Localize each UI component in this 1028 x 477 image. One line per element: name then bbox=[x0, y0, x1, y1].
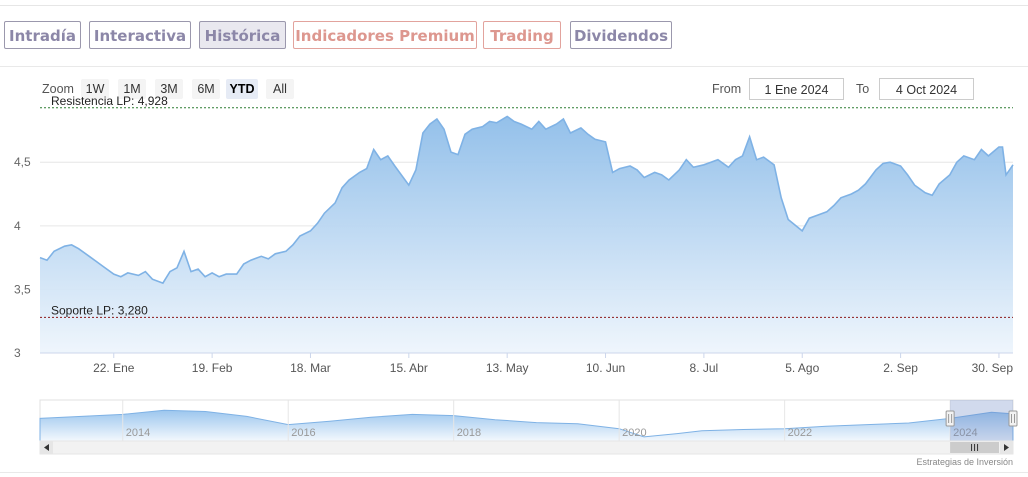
to-label: To bbox=[856, 82, 870, 96]
x-tick-label: 5. Ago bbox=[785, 361, 819, 375]
x-tick-label: 13. May bbox=[486, 361, 529, 375]
tab-interactiva[interactable]: Interactiva bbox=[89, 21, 191, 49]
zoom-button-all[interactable]: All bbox=[266, 79, 294, 99]
zoom-label: Zoom bbox=[42, 82, 74, 96]
scrollbar-grip-icon bbox=[971, 444, 979, 451]
x-tick-label: 22. Ene bbox=[93, 361, 135, 375]
zoom-button-ytd[interactable]: YTD bbox=[226, 79, 258, 99]
x-tick-label: 10. Jun bbox=[586, 361, 625, 375]
tab-dividendos[interactable]: Dividendos bbox=[570, 21, 672, 49]
zoom-button-6m[interactable]: 6M bbox=[192, 79, 220, 99]
x-tick-label: 18. Mar bbox=[290, 361, 331, 375]
navigator-handle-left[interactable] bbox=[945, 410, 955, 427]
y-tick-label: 4 bbox=[14, 219, 21, 233]
from-label: From bbox=[712, 82, 742, 96]
x-tick-label: 15. Abr bbox=[390, 361, 428, 375]
navigator-selection[interactable] bbox=[950, 400, 1013, 441]
navigator-year-label: 2016 bbox=[291, 427, 315, 439]
zoom-button-1m[interactable]: 1M bbox=[118, 79, 146, 99]
scrollbar-left-arrow-icon bbox=[44, 444, 49, 451]
price-area bbox=[40, 116, 1013, 354]
annotations: Resistencia LP: 4,928 Soporte LP: 3,280 bbox=[40, 94, 1013, 318]
tab-historica[interactable]: Histórica bbox=[199, 21, 286, 49]
x-tick-label: 8. Jul bbox=[690, 361, 719, 375]
navigator-scrollbar[interactable] bbox=[39, 440, 1014, 455]
tab-indicadores-premium[interactable]: Indicadores Premium bbox=[293, 21, 477, 49]
tab-intradia[interactable]: Intradía bbox=[4, 21, 81, 49]
x-tick-label: 30. Sep bbox=[972, 361, 1014, 375]
chart-frame bbox=[0, 66, 1028, 473]
navigator-handle-right[interactable] bbox=[1008, 410, 1018, 427]
navigator-year-labels: 2014 2016 2018 2020 2022 2024 bbox=[122, 400, 978, 441]
y-tick-label: 3,5 bbox=[14, 282, 31, 296]
zoom-button-3m[interactable]: 3M bbox=[155, 79, 183, 99]
y-tick-label: 3 bbox=[14, 346, 21, 360]
navigator-handle-body[interactable] bbox=[945, 410, 955, 427]
navigator-year-label: 2024 bbox=[953, 427, 977, 439]
support-label: Soporte LP: 3,280 bbox=[51, 303, 148, 317]
x-axis-ticks: 22. Ene 19. Feb 18. Mar 15. Abr 13. May 10. J… bbox=[93, 353, 1013, 375]
navigator-year-label: 2014 bbox=[126, 427, 150, 439]
y-tick-label: 4,5 bbox=[14, 155, 31, 169]
navigator-year-label: 2018 bbox=[457, 427, 481, 439]
navigator-year-label: 2022 bbox=[788, 427, 812, 439]
x-tick-label: 2. Sep bbox=[883, 361, 918, 375]
navigator-year-label: 2020 bbox=[622, 427, 646, 439]
from-date-input[interactable]: 1 Ene 2024 bbox=[749, 78, 844, 100]
x-tick-label: 19. Feb bbox=[192, 361, 233, 375]
chart-credit: Estrategias de Inversión bbox=[916, 457, 1013, 467]
scrollbar-track[interactable] bbox=[39, 440, 1014, 455]
navigator-handle-body[interactable] bbox=[1008, 410, 1018, 427]
resistance-label: Resistencia LP: 4,928 bbox=[51, 94, 168, 108]
y-axis-ticks: 3 3,5 4 4,5 bbox=[14, 155, 31, 360]
scrollbar-right-arrow-icon bbox=[1004, 444, 1009, 451]
to-date-input[interactable]: 4 Oct 2024 bbox=[879, 78, 974, 100]
navigator-area bbox=[39, 409, 1014, 442]
top-divider bbox=[0, 5, 1028, 6]
price-line[interactable] bbox=[39, 115, 1014, 285]
tab-trading[interactable]: Trading bbox=[483, 21, 561, 49]
zoom-button-1w[interactable]: 1W bbox=[81, 79, 109, 99]
navigator[interactable]: 2014 2016 2018 2020 2022 2024 bbox=[39, 399, 1018, 442]
